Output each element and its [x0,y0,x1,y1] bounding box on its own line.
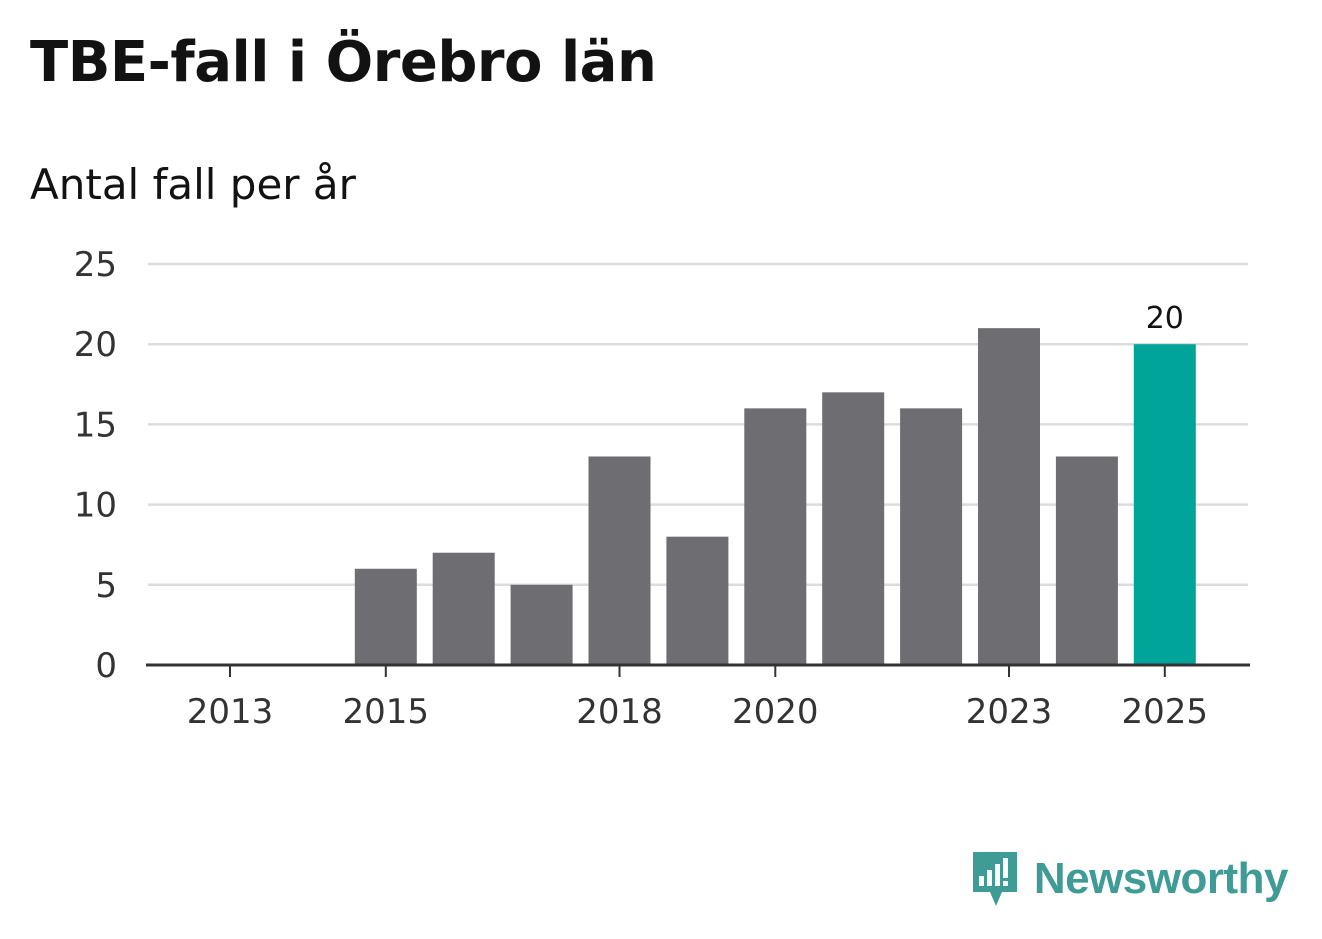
chart-subtitle: Antal fall per år [30,160,356,209]
chart-title: TBE-fall i Örebro län [30,30,657,95]
x-tick-label-2013: 2013 [187,692,274,732]
x-tick-label-2025: 2025 [1122,692,1209,732]
data-label-2025: 20 [1146,301,1184,336]
newsworthy-logo-icon [972,852,1017,906]
y-tick-label-25: 25 [74,245,117,285]
x-tick-label-2015: 2015 [343,692,430,732]
bar-2019 [666,536,729,665]
y-tick-label-15: 15 [74,405,117,445]
bar-2025 [1133,344,1196,665]
y-tick-label-5: 5 [95,566,117,606]
bar-2023 [978,328,1040,665]
y-tick-label-0: 0 [95,646,117,686]
bar-2024 [1055,456,1118,665]
bar-2017 [510,584,573,665]
bar-2016 [432,552,495,665]
bar-2018 [588,456,651,665]
y-tick-label-10: 10 [74,486,117,526]
bar-2020 [744,408,807,665]
brand-logo: Newsworthy [970,848,1289,910]
x-tick-label-2018: 2018 [576,692,663,732]
bar-2015 [354,568,417,665]
brand-name: Newsworthy [1033,854,1289,903]
y-tick-label-20: 20 [74,325,117,365]
bar-2022 [900,408,963,665]
x-tick-label-2023: 2023 [966,692,1053,732]
x-tick-label-2020: 2020 [732,692,819,732]
bar-2021 [822,392,885,665]
